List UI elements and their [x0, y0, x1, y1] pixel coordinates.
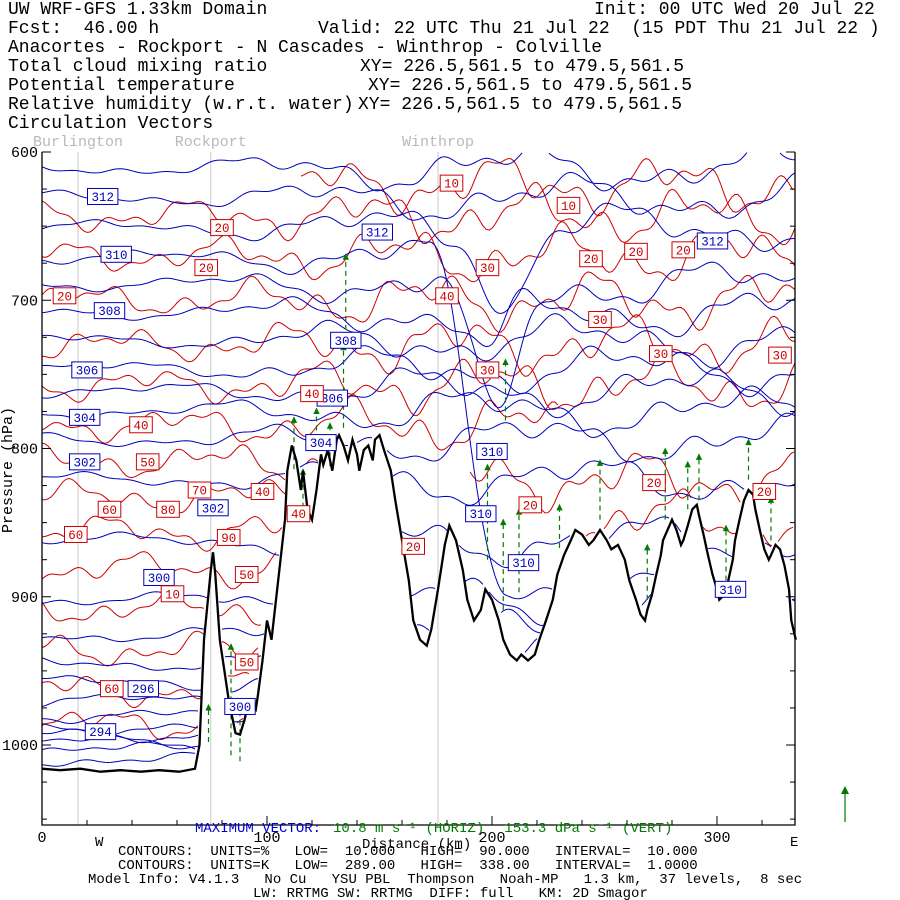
svg-text:Winthrop: Winthrop [402, 134, 474, 151]
field-rh-xy: XY= 226.5,561.5 to 479.5,561.5 [358, 95, 683, 115]
svg-text:302: 302 [73, 456, 96, 470]
svg-text:70: 70 [192, 485, 207, 499]
svg-text:20: 20 [199, 262, 214, 276]
svg-text:306: 306 [321, 393, 344, 407]
svg-text:310: 310 [481, 446, 504, 460]
svg-text:30: 30 [480, 364, 495, 378]
theta-contour-info: CONTOURS: UNITS=K LOW= 289.00 HIGH= 338.… [118, 858, 698, 874]
svg-text:302: 302 [202, 502, 225, 516]
svg-text:800: 800 [11, 442, 38, 459]
max-vector-line: MAXIMUM VECTOR: 10.8 m s⁻¹ (HORIZ) 153.3 d… [195, 822, 672, 836]
svg-text:310: 310 [105, 249, 128, 263]
svg-text:60: 60 [104, 683, 119, 697]
field-theta-label: Potential temperature [8, 76, 235, 96]
svg-text:304: 304 [73, 412, 96, 426]
svg-text:30: 30 [653, 348, 668, 362]
svg-text:Rockport: Rockport [175, 134, 247, 151]
svg-text:306: 306 [76, 364, 99, 378]
svg-text:1000: 1000 [2, 738, 38, 755]
west-marker: W [95, 835, 104, 851]
svg-text:312: 312 [91, 191, 114, 205]
svg-text:200: 200 [478, 830, 505, 847]
svg-text:10: 10 [444, 178, 459, 192]
rh-contour-info: CONTOURS: UNITS=% LOW= 10.000 HIGH= 90.0… [118, 844, 698, 860]
svg-text:20: 20 [523, 499, 538, 513]
max-vector-vert: 153.3 dPa s⁻¹ (VERT) [504, 821, 673, 837]
svg-text:304: 304 [310, 437, 333, 451]
forecast-hour: Fcst: 46.00 h [8, 19, 160, 39]
svg-text:60: 60 [102, 504, 117, 518]
max-vector-horiz: 10.8 m s⁻¹ (HORIZ) [333, 821, 485, 837]
svg-text:50: 50 [140, 456, 155, 470]
svg-text:0: 0 [37, 830, 46, 847]
theta-contours [41, 152, 796, 767]
svg-text:308: 308 [98, 305, 121, 319]
svg-text:80: 80 [160, 504, 175, 518]
svg-text:300: 300 [229, 701, 252, 715]
svg-text:310: 310 [719, 584, 742, 598]
svg-text:Burlington: Burlington [33, 134, 123, 151]
svg-text:20: 20 [214, 222, 229, 236]
svg-text:600: 600 [11, 145, 38, 162]
svg-text:60: 60 [68, 529, 83, 543]
svg-text:50: 50 [239, 569, 254, 583]
pressure-axis-label: Pressure (hPa) [0, 407, 17, 533]
svg-text:20: 20 [646, 477, 661, 491]
svg-text:296: 296 [132, 683, 155, 697]
contour-labels: 312 310 308 306 304 302 300 296 294 300 312 308 306 3… [52, 174, 792, 741]
model-info: Model Info: V4.1.3 No Cu YSU PBL Thompso… [88, 872, 803, 888]
field-rh-label: Relative humidity (w.r.t. water) [8, 95, 354, 115]
svg-text:312: 312 [366, 227, 389, 241]
svg-text:312: 312 [701, 235, 724, 249]
svg-text:310: 310 [512, 557, 535, 571]
svg-text:40: 40 [255, 486, 270, 500]
svg-text:30: 30 [592, 314, 607, 328]
init-time: Init: 00 UTC Wed 20 Jul 22 [594, 0, 875, 20]
svg-text:100: 100 [253, 830, 280, 847]
svg-text:10: 10 [561, 200, 576, 214]
field-cloud-label: Total cloud mixing ratio [8, 57, 268, 77]
field-cloud-xy: XY= 226.5,561.5 to 479.5,561.5 [360, 57, 685, 77]
axis-tick-labels: 600 700 800 900 1000 0 100 200 300 Pressure (hPa) [0, 145, 731, 847]
axes [41, 151, 796, 826]
svg-text:308: 308 [334, 335, 357, 349]
circulation-vectors [205, 253, 849, 822]
svg-text:40: 40 [291, 508, 306, 522]
svg-text:20: 20 [583, 253, 598, 267]
domain-title: UW WRF-GFS 1.33km Domain [8, 0, 268, 20]
svg-text:40: 40 [133, 419, 148, 433]
route-title: Anacortes - Rockport - N Cascades - Wint… [8, 38, 603, 58]
max-vector-label: MAXIMUM VECTOR: [195, 821, 322, 837]
svg-text:900: 900 [11, 590, 38, 607]
field-vectors-label: Circulation Vectors [8, 114, 214, 134]
svg-text:20: 20 [57, 290, 72, 304]
valid-time: Valid: 22 UTC Thu 21 Jul 22 (15 PDT Thu … [318, 19, 880, 39]
distance-axis-label: Distance (km) [362, 837, 472, 853]
svg-text:20: 20 [406, 541, 421, 555]
svg-text:30: 30 [772, 350, 787, 364]
svg-text:90: 90 [221, 532, 236, 546]
svg-text:40: 40 [304, 388, 319, 402]
model-info-2: LW: RRTMG SW: RRTMG DIFF: full KM: 2D Sm… [253, 886, 648, 900]
svg-text:700: 700 [11, 293, 38, 310]
svg-text:294: 294 [89, 726, 112, 740]
svg-text:40: 40 [439, 290, 454, 304]
svg-text:300: 300 [703, 830, 730, 847]
svg-text:20: 20 [676, 244, 691, 258]
svg-text:20: 20 [757, 486, 772, 500]
east-marker: E [790, 835, 799, 851]
svg-text:300: 300 [148, 572, 171, 586]
svg-text:50: 50 [239, 656, 254, 670]
svg-text:10: 10 [165, 588, 180, 602]
svg-text:20: 20 [628, 246, 643, 260]
terrain-profile [41, 432, 797, 773]
field-theta-xy: XY= 226.5,561.5 to 479.5,561.5 [368, 76, 693, 96]
svg-text:30: 30 [480, 262, 495, 276]
svg-text:310: 310 [469, 508, 492, 522]
